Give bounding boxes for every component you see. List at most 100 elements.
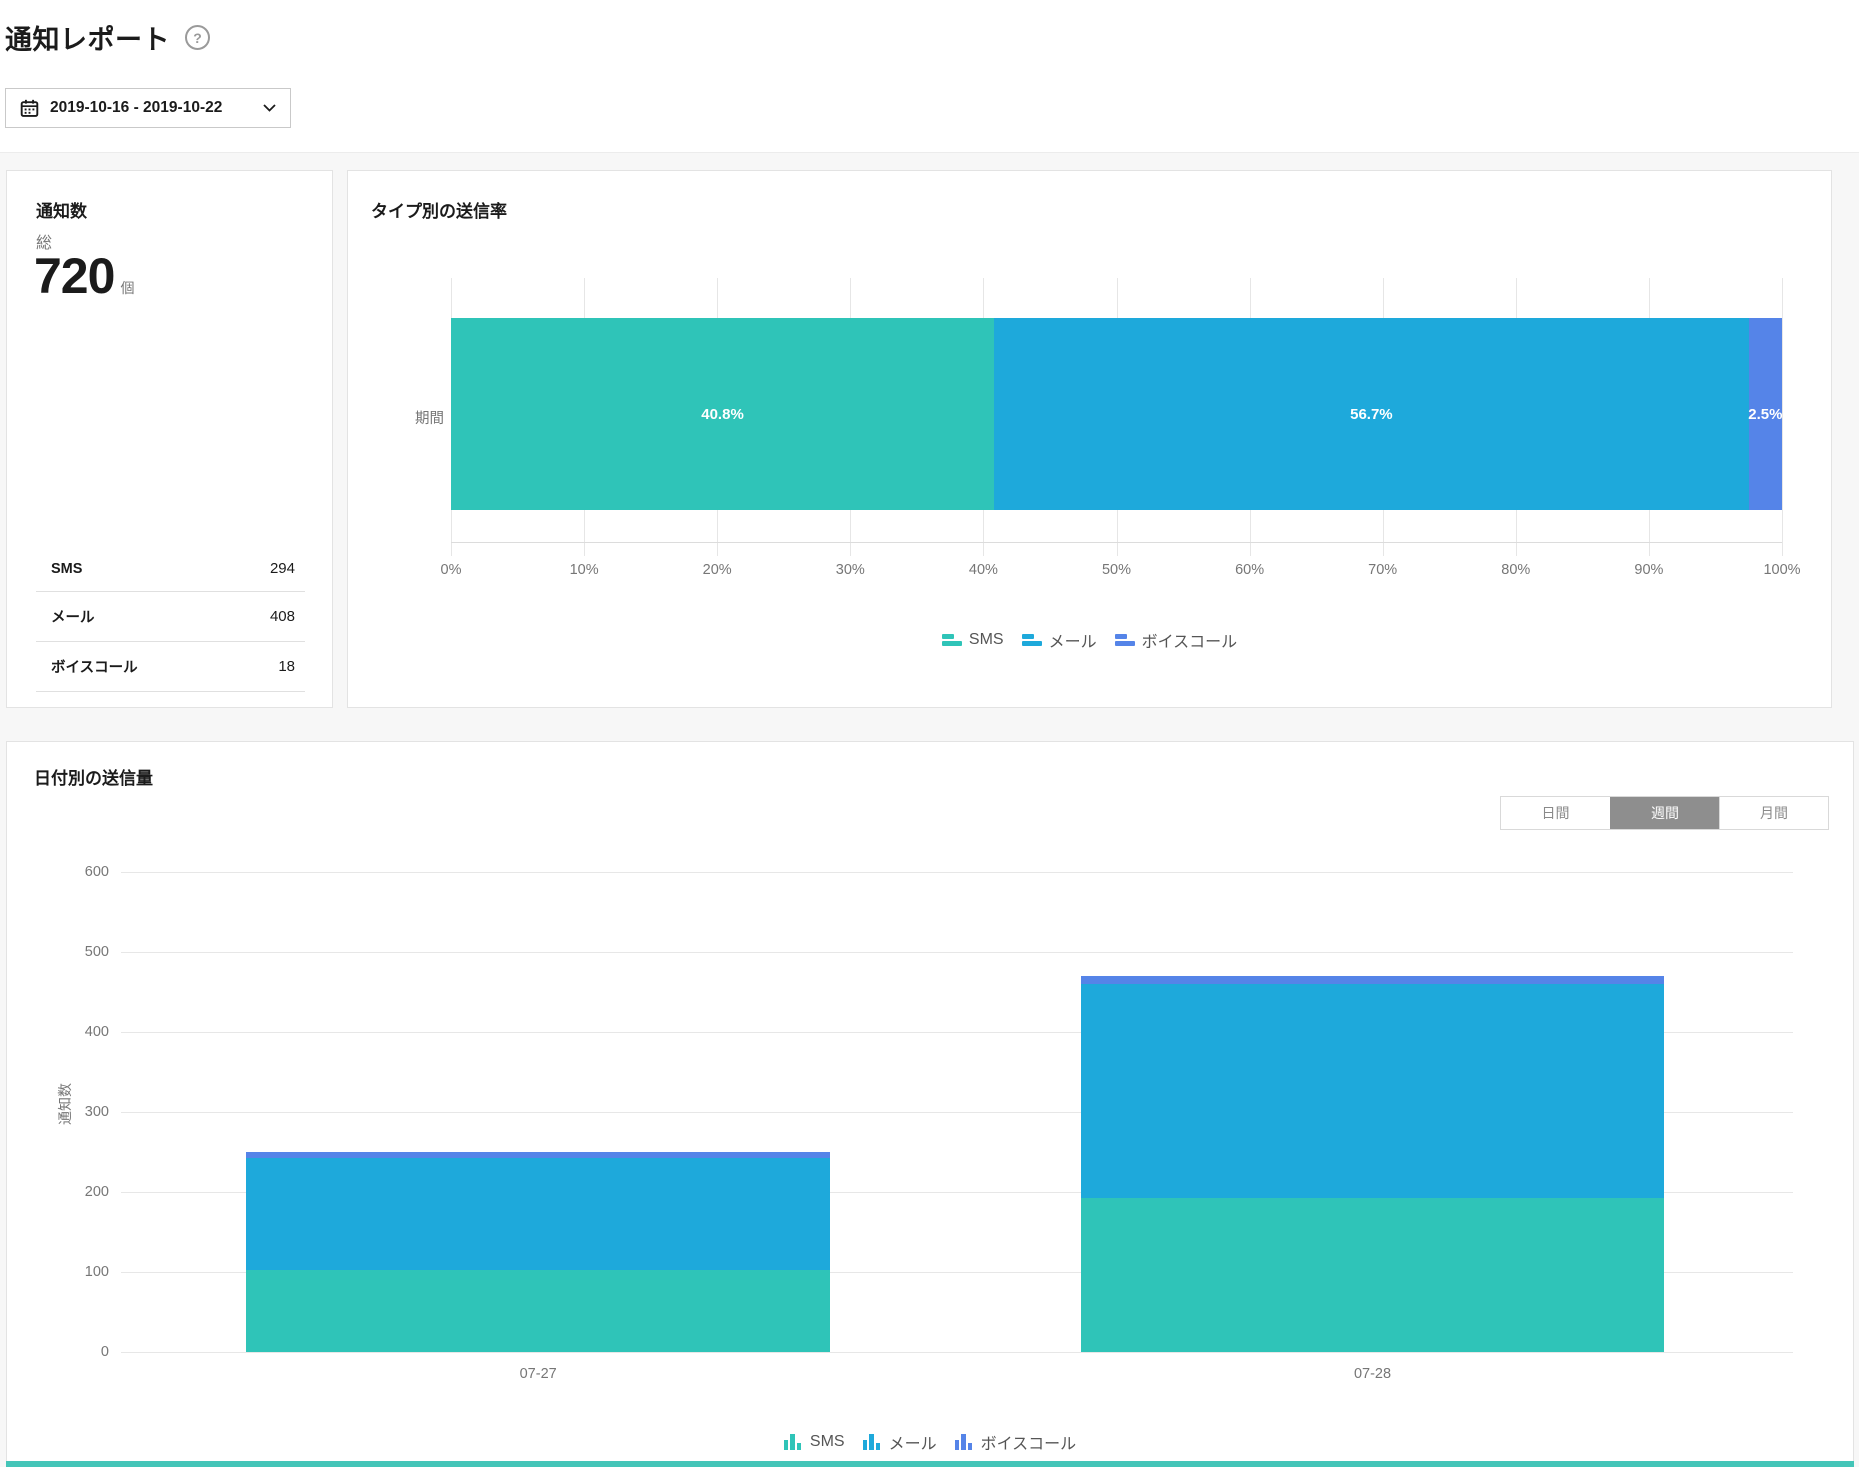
rate-bar: 40.8% 56.7% 2.5% xyxy=(451,318,1782,510)
rate-axis-line xyxy=(451,542,1782,543)
rate-chart-title: タイプ別の送信率 xyxy=(371,202,507,221)
volume-y-tick-label: 500 xyxy=(84,943,109,960)
summary-rows: SMS 294 メール 408 ボイスコール 18 xyxy=(36,546,305,692)
volume-gridline xyxy=(121,1352,1793,1353)
volume-y-tick-label: 600 xyxy=(84,864,109,880)
legend-item-sms[interactable]: SMS xyxy=(783,1433,845,1451)
summary-title: 通知数 xyxy=(36,202,87,221)
legend-icon-bar xyxy=(967,1443,973,1450)
vbar-chart-icon xyxy=(954,1434,974,1450)
legend-icon-bar xyxy=(862,1440,868,1450)
legend-item-voice[interactable]: ボイスコール xyxy=(954,1430,1077,1454)
rate-x-tick-label: 60% xyxy=(1235,562,1265,578)
rate-segment-voice[interactable]: 2.5% xyxy=(1748,318,1783,510)
legend-item-mail[interactable]: メール xyxy=(862,1430,937,1454)
bottom-accent-line xyxy=(6,1461,1854,1467)
volume-gridline xyxy=(121,1191,1793,1193)
volume-bar-07-27[interactable] xyxy=(246,872,830,1352)
volume-segment-mail[interactable] xyxy=(1080,984,1665,1199)
legend-icon-bar xyxy=(941,641,962,646)
rate-x-tick-label: 40% xyxy=(968,562,998,578)
volume-chart-legend: SMS メール ボイスコール xyxy=(7,1430,1853,1454)
legend-icon-bar xyxy=(790,1434,795,1450)
summary-row-value: 294 xyxy=(269,560,295,577)
rate-x-tick-label: 0% xyxy=(440,562,462,578)
rate-chart-plot: 0% 10% 20% 30% 40% 50% 60% 70% 80% 90% 100% 40.8% 56… xyxy=(441,278,1801,578)
vbar-chart-icon xyxy=(783,1434,803,1450)
rate-x-tick-label: 80% xyxy=(1501,562,1531,578)
volume-gridline xyxy=(121,1031,1793,1033)
legend-icon-bar xyxy=(783,1440,789,1450)
summary-total-unit: 個 xyxy=(120,280,135,296)
calendar-icon xyxy=(20,99,39,117)
legend-item-voice[interactable]: ボイスコール xyxy=(1114,628,1238,652)
volume-segment-sms[interactable] xyxy=(246,1270,830,1352)
legend-label: SMS xyxy=(968,631,1004,648)
volume-bar-07-28[interactable] xyxy=(1080,872,1665,1352)
toggle-monthly[interactable]: 月間 xyxy=(1719,797,1828,829)
volume-gridline xyxy=(121,1272,1793,1273)
legend-icon-bar xyxy=(875,1443,881,1450)
legend-icon-bar xyxy=(796,1443,802,1450)
volume-y-tick-label: 300 xyxy=(84,1104,109,1120)
rate-segment-sms[interactable]: 40.8% xyxy=(451,318,995,510)
rate-x-tick-label: 20% xyxy=(702,562,732,578)
summary-row-value: 18 xyxy=(278,658,295,675)
legend-label: SMS xyxy=(809,1433,845,1450)
volume-segment-voice[interactable] xyxy=(246,1152,830,1159)
hbar-chart-icon xyxy=(1021,633,1042,647)
rate-x-tick-label: 70% xyxy=(1368,562,1398,578)
volume-chart-title: 日付別の送信量 xyxy=(34,769,153,788)
legend-icon-bar xyxy=(941,634,955,639)
rate-segment-value-label: 40.8% xyxy=(701,405,744,423)
volume-gridline xyxy=(121,872,1793,873)
volume-chart-plot: 0 100 200 300 400 500 600 07-27 07-28 xyxy=(85,864,1793,1382)
legend-icon-bar xyxy=(1114,634,1127,639)
legend-label: ボイスコール xyxy=(980,1436,1077,1453)
summary-total-value: 720 xyxy=(34,248,115,304)
volume-y-tick-label: 100 xyxy=(84,1264,109,1280)
legend-label: メール xyxy=(1048,634,1097,651)
volume-segment-mail[interactable] xyxy=(246,1158,830,1271)
toggle-daily[interactable]: 日間 xyxy=(1501,797,1610,829)
volume-chart-card: 日付別の送信量 日間 週間 月間 通知数 0 100 200 300 400 500 600 07… xyxy=(6,741,1854,1467)
legend-icon-bar xyxy=(954,1440,960,1450)
volume-segment-voice[interactable] xyxy=(1080,976,1665,985)
help-icon[interactable]: ? xyxy=(185,25,210,50)
hbar-chart-icon xyxy=(941,633,962,647)
date-range-value: 2019-10-16 - 2019-10-22 xyxy=(50,99,223,116)
volume-gridline xyxy=(121,1112,1793,1113)
legend-label: ボイスコール xyxy=(1141,634,1238,651)
volume-segment-sms[interactable] xyxy=(1080,1198,1665,1352)
summary-row-label: SMS xyxy=(51,560,83,577)
summary-subtitle: 総 xyxy=(36,235,53,252)
rate-chart-legend: SMS メール ボイスコール xyxy=(348,628,1831,652)
summary-card: 通知数 総 720 個 SMS 294 メール 408 ボイスコール 18 xyxy=(6,170,333,708)
volume-x-label: 07-27 xyxy=(519,1366,557,1382)
legend-label: メール xyxy=(888,1436,937,1453)
vbar-chart-icon xyxy=(862,1434,882,1450)
legend-icon-bar xyxy=(869,1434,874,1450)
rate-chart-card: タイプ別の送信率 期間 0% 10% 20% 30% 40% 50% 60% 70% 80% 90… xyxy=(347,170,1832,708)
page-header: 通知レポート ? xyxy=(5,18,210,57)
rate-segment-value-label: 2.5% xyxy=(1748,405,1783,423)
summary-total: 720 個 xyxy=(34,247,134,305)
rate-x-tick-label: 10% xyxy=(569,562,599,578)
rate-x-tick-label: 50% xyxy=(1101,562,1132,578)
summary-row-mail: メール 408 xyxy=(36,592,305,642)
toggle-weekly[interactable]: 週間 xyxy=(1610,797,1719,829)
legend-item-mail[interactable]: メール xyxy=(1021,628,1097,652)
legend-icon-bar xyxy=(961,1434,966,1450)
volume-gridline xyxy=(121,951,1793,953)
hbar-chart-icon xyxy=(1114,633,1135,647)
volume-y-tick-label: 400 xyxy=(84,1023,109,1040)
date-range-picker[interactable]: 2019-10-16 - 2019-10-22 xyxy=(5,88,291,128)
volume-y-tick-label: 200 xyxy=(84,1183,109,1200)
summary-row-voice: ボイスコール 18 xyxy=(36,642,305,692)
legend-item-sms[interactable]: SMS xyxy=(941,631,1004,649)
volume-y-tick-label: 0 xyxy=(100,1344,109,1360)
summary-row-label: メール xyxy=(51,610,95,626)
chevron-down-icon xyxy=(263,104,276,112)
rate-segment-mail[interactable]: 56.7% xyxy=(994,318,1749,510)
legend-icon-bar xyxy=(1021,641,1042,646)
